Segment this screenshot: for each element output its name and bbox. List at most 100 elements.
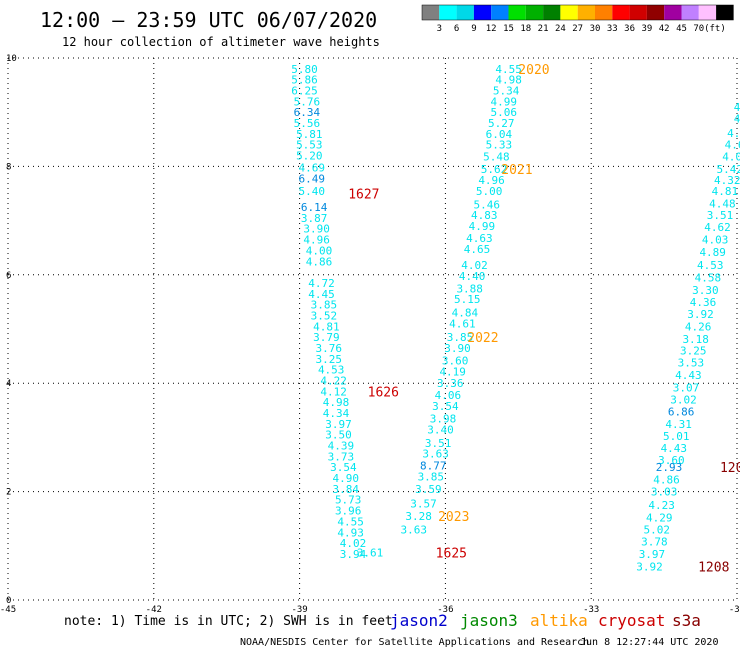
color-scale-swatch xyxy=(456,5,474,20)
swh-value-label: 4.55 xyxy=(337,515,364,528)
color-scale-label: 30 xyxy=(590,24,601,34)
swh-value-label: 4.84 xyxy=(452,307,479,320)
swh-value-label: 3.57 xyxy=(410,498,437,511)
swh-value-label: 5.02 xyxy=(644,524,671,537)
color-scale-swatch xyxy=(698,5,717,20)
color-scale-label: 18 xyxy=(520,24,531,34)
color-scale-swatch xyxy=(525,5,544,20)
color-scale-swatch xyxy=(560,5,578,20)
swh-value-label: 3.85 xyxy=(418,470,445,483)
footer-timestamp: Jun 8 12:27:44 UTC 2020 xyxy=(580,637,718,648)
footer-note: note: 1) Time is in UTC; 2) SWH is in fe… xyxy=(64,614,393,629)
swh-value-label: 4.34 xyxy=(323,407,350,420)
swh-value-label: 3.84 xyxy=(333,483,360,496)
time-label: 2022 xyxy=(467,331,498,346)
color-scale-frame xyxy=(421,4,734,21)
swh-value-label: 6.49 xyxy=(299,172,326,185)
swh-value-label: 4.81 xyxy=(712,185,739,198)
swh-value-label: 3.73 xyxy=(328,450,355,463)
swh-value-label: 5.27 xyxy=(488,117,515,130)
swh-value-label: 4.40 xyxy=(459,270,486,283)
swh-value-label: 3.85 xyxy=(447,331,474,344)
swh-value-label: 3.25 xyxy=(680,345,707,358)
swh-value-label: 5.06 xyxy=(490,106,517,119)
swh-value-label: 3.78 xyxy=(641,535,668,548)
swh-value-label: 3.03 xyxy=(651,486,678,499)
swh-value-label: 5.00 xyxy=(476,185,503,198)
color-scale-swatch xyxy=(716,5,734,20)
color-scale-label: 33 xyxy=(607,24,618,34)
swh-value-label: 4.53 xyxy=(697,259,724,272)
swh-value-label: 4.86 xyxy=(653,474,680,487)
time-label: 2021 xyxy=(501,163,532,178)
swh-value-label: 3.96 xyxy=(335,505,362,518)
time-label: 2023 xyxy=(438,510,469,525)
swh-value-label: 3.51 xyxy=(425,437,452,450)
swh-value-label: 3.52 xyxy=(311,309,338,322)
swh-value-label: 4 xyxy=(734,113,740,126)
legend-item-cryosat: cryosat xyxy=(598,611,665,630)
swh-value-label: 4.53 xyxy=(318,364,345,377)
color-scale-label: 45 xyxy=(676,24,687,34)
x-tick-label: -42 xyxy=(146,605,162,615)
swh-value-label: 3.07 xyxy=(673,382,700,395)
swh-value-label: 4.65 xyxy=(464,243,491,256)
swh-value-label: 3.88 xyxy=(456,282,483,295)
swh-value-label: 3.51 xyxy=(707,209,734,222)
color-scale-swatch xyxy=(491,5,509,20)
swh-value-label: 3.25 xyxy=(316,353,343,366)
swh-value-label: 5.33 xyxy=(486,139,513,152)
color-scale-swatch xyxy=(646,5,665,20)
swh-value-label: 3.28 xyxy=(405,510,432,523)
y-tick-label: 0 xyxy=(6,596,11,606)
color-scale-swatch xyxy=(595,5,613,20)
swh-value-label: 3.87 xyxy=(301,212,328,225)
color-scale-label: 27 xyxy=(572,24,583,34)
swh-value-label: 4.32 xyxy=(714,174,740,187)
swh-value-label: 3.18 xyxy=(682,333,709,346)
swh-value-label: 3.92 xyxy=(687,308,714,321)
swh-value-label: 3.90 xyxy=(303,223,330,236)
swh-value-label: 5.81 xyxy=(296,128,323,141)
swh-value-label: 4.12 xyxy=(320,385,347,398)
color-scale-label: 6 xyxy=(454,24,459,34)
swh-value-label: 3.85 xyxy=(311,299,338,312)
time-label: 2020 xyxy=(518,63,549,78)
color-scale-swatch xyxy=(681,5,699,20)
swh-value-label: 3.50 xyxy=(325,429,352,442)
chart-subtitle: 12 hour collection of altimeter wave hei… xyxy=(62,35,380,49)
legend-item-jason3: jason3 xyxy=(460,611,518,630)
swh-value-label: 5.53 xyxy=(296,139,323,152)
swh-value-label: 5.86 xyxy=(291,74,318,87)
color-scale-label: 24 xyxy=(555,24,566,34)
swh-value-label: 4.58 xyxy=(695,272,722,285)
swh-value-label: 3.92 xyxy=(636,560,663,573)
swh-value-label: 3.79 xyxy=(313,331,340,344)
time-label: 1626 xyxy=(368,385,399,400)
swh-value-label: 4.96 xyxy=(303,234,330,247)
swh-value-label: 4.99 xyxy=(490,95,517,108)
swh-value-label: 4.96 xyxy=(478,174,505,187)
swh-value-label: 6.14 xyxy=(301,201,328,214)
swh-value-label: 5.20 xyxy=(296,150,323,163)
color-scale-swatch xyxy=(473,5,492,20)
swh-value-label: 3.53 xyxy=(678,357,705,370)
color-scale-swatch xyxy=(422,5,440,20)
swh-value-label: 4.29 xyxy=(646,512,673,525)
y-tick-label: 2 xyxy=(6,488,11,498)
footer-credit: NOAA/NESDIS Center for Satellite Applica… xyxy=(240,637,589,648)
swh-value-label: 5.80 xyxy=(291,63,318,76)
swh-value-label: 5.46 xyxy=(473,198,500,211)
swh-value-label: 4.06 xyxy=(435,389,462,402)
y-tick-label: 4 xyxy=(6,379,11,389)
x-tick-label: -36 xyxy=(437,605,453,615)
color-scale-label: 9 xyxy=(471,24,476,34)
swh-value-label: 4.00 xyxy=(306,244,333,257)
swh-value-label: 3.02 xyxy=(670,393,697,406)
color-scale-unit: (ft) xyxy=(704,24,726,34)
swh-value-label: 4.03 xyxy=(702,234,729,247)
swh-value-label: 4.22 xyxy=(320,374,347,387)
y-tick-label: 8 xyxy=(6,162,11,172)
time-label: 1207 xyxy=(720,461,740,476)
